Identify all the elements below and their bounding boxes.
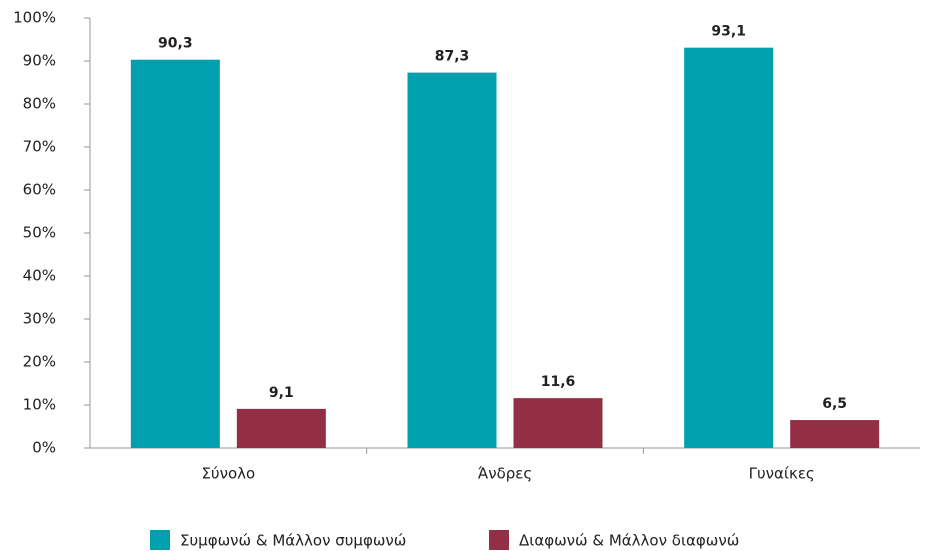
y-tick-label: 30% — [23, 310, 56, 328]
legend-swatch — [489, 530, 509, 550]
bar — [684, 47, 774, 449]
y-tick-label: 90% — [23, 52, 56, 70]
legend-swatch — [150, 530, 170, 550]
legend-label: Διαφωνώ & Μάλλον διαφωνώ — [519, 532, 739, 550]
bar — [407, 72, 497, 449]
value-label: 93,1 — [711, 24, 746, 40]
x-tick-label: Σύνολο — [201, 465, 255, 483]
value-label: 11,6 — [541, 374, 576, 390]
y-tick-label: 20% — [23, 353, 56, 371]
y-tick-label: 70% — [23, 138, 56, 156]
value-label: 87,3 — [435, 49, 470, 65]
x-tick-label: Άνδρες — [478, 465, 532, 483]
y-tick-label: 50% — [23, 224, 56, 242]
value-label: 9,1 — [269, 385, 294, 401]
value-label: 90,3 — [158, 36, 193, 52]
bar — [790, 420, 880, 448]
y-tick-label: 60% — [23, 181, 56, 199]
y-tick-label: 10% — [23, 396, 56, 414]
value-label: 6,5 — [822, 396, 847, 412]
y-tick-label: 40% — [23, 267, 56, 285]
y-tick-label: 100% — [13, 9, 56, 27]
bar — [513, 398, 603, 448]
y-tick-label: 0% — [32, 439, 56, 457]
bar — [236, 408, 326, 448]
y-tick-label: 80% — [23, 95, 56, 113]
bar — [130, 59, 220, 449]
legend-label: Συμφωνώ & Μάλλον συμφωνώ — [180, 532, 406, 550]
x-tick-label: Γυναίκες — [749, 465, 815, 483]
